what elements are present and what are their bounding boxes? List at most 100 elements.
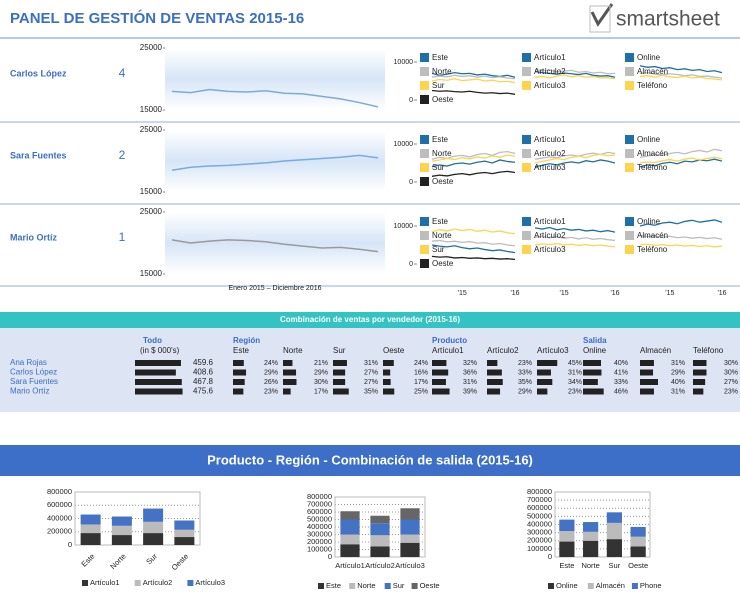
bar-segment <box>80 524 101 534</box>
legend-label: Artículo1 <box>534 53 566 62</box>
bar-segment <box>630 526 646 537</box>
cell-bar <box>333 379 346 385</box>
legend-swatch <box>587 583 594 589</box>
cell-bar <box>333 360 347 366</box>
legend-swatch <box>625 245 634 254</box>
cell-bar <box>487 379 503 385</box>
x-tick-label: Norte <box>581 561 599 570</box>
mini-line <box>431 170 516 177</box>
cell-value: 27% <box>364 379 378 386</box>
plot-frame <box>74 491 201 546</box>
seller-name: Mario Ortíz <box>10 232 58 242</box>
legend-label: Online <box>637 135 661 144</box>
cell-bar <box>432 388 450 395</box>
legend-label: Este <box>432 217 449 226</box>
cell-value: 31% <box>364 360 378 367</box>
cell-value: 33% <box>614 379 628 386</box>
cell-bar <box>583 388 604 395</box>
legend-swatch <box>411 583 418 589</box>
legend-label: Oeste <box>432 95 454 104</box>
mini-line <box>639 74 723 81</box>
mini-line <box>534 70 616 78</box>
legend-label: Norte <box>357 581 375 590</box>
bar-segment <box>370 546 390 557</box>
x-tick-label: Norte <box>108 552 127 571</box>
bar-segment <box>400 542 420 557</box>
bar-segment <box>340 511 360 520</box>
legend-label: Sur <box>432 245 445 254</box>
cell-bar <box>283 369 297 376</box>
cell-value: 17% <box>414 379 428 386</box>
total-value: 475.6 <box>193 387 214 396</box>
cell-bar <box>640 360 654 366</box>
legend-label: Sur <box>432 163 445 172</box>
y-tick-label: 0 <box>548 552 552 561</box>
mini-line <box>431 239 516 247</box>
cell-bar <box>693 369 707 376</box>
legend-swatch <box>548 583 554 589</box>
bottom-banner <box>0 445 740 476</box>
cell-value: 35% <box>518 379 532 386</box>
mini-x-tick-label: '15 <box>458 290 467 297</box>
legend-label: Artículo1 <box>90 578 120 587</box>
x-tick-label: Sur <box>609 561 621 570</box>
legend-label: Este <box>432 53 449 62</box>
cell-value: 23% <box>518 360 532 367</box>
y-tick-label: 600000 <box>47 500 72 509</box>
legend-swatch <box>522 231 531 240</box>
cell-bar <box>693 388 704 395</box>
cell-value: 29% <box>518 388 532 395</box>
legend-swatch <box>349 583 356 589</box>
cell-value: 27% <box>364 369 378 376</box>
mini-line <box>639 219 723 227</box>
mini-line <box>534 242 616 248</box>
cell-value: 17% <box>314 388 328 395</box>
bottom-title: Producto - Región - Combinación de salid… <box>207 452 533 467</box>
mini-y-tick-label: 10000 <box>394 59 414 66</box>
bar-segment <box>583 540 599 557</box>
bar-segment <box>559 519 575 531</box>
mini-y-tick-label: 10000 <box>394 223 414 230</box>
logo-icon <box>590 3 614 27</box>
cell-bar <box>283 388 291 395</box>
bar-segment <box>400 519 420 535</box>
y-tick-label: 0 <box>328 552 332 561</box>
cell-value: 23% <box>264 388 278 395</box>
legend-swatch <box>625 67 634 76</box>
legend-label: Online <box>637 217 661 226</box>
legend-label: Norte <box>432 149 452 158</box>
y-tick-label: 600000 <box>307 507 332 516</box>
legend-label: Almacén <box>637 149 668 158</box>
mini-y-tick-label: 10000 <box>394 141 414 148</box>
mini-line <box>639 65 723 74</box>
cell-bar <box>487 360 498 366</box>
legend-label: Artículo2 <box>143 578 173 587</box>
cell-value: 16% <box>414 369 428 376</box>
row-name: Ana Rojas <box>10 358 47 367</box>
legend-swatch <box>522 135 531 144</box>
mini-line <box>639 148 723 158</box>
legend-swatch <box>522 217 531 226</box>
mini-line <box>431 78 516 84</box>
cell-bar <box>583 369 602 376</box>
legend-swatch <box>420 259 429 268</box>
total-bar <box>135 369 176 376</box>
legend-swatch <box>420 177 429 186</box>
group-title: Salida <box>583 336 607 345</box>
y-tick-label: 800000 <box>307 492 332 501</box>
logo-frame <box>589 5 611 33</box>
y-tick-label: 0 <box>68 540 72 549</box>
total-bar <box>135 360 181 366</box>
bar-segment <box>174 529 195 538</box>
bar-segment <box>340 534 360 545</box>
mini-line <box>639 158 723 168</box>
cell-value: 45% <box>568 360 582 367</box>
cell-value: 25% <box>414 388 428 395</box>
cell-bar <box>383 360 394 366</box>
cell-value: 29% <box>671 369 685 376</box>
cell-value: 34% <box>568 379 582 386</box>
column-title: Artículo1 <box>432 346 464 355</box>
cell-bar <box>583 360 601 366</box>
mini-line <box>534 153 616 164</box>
mini-line <box>639 156 723 164</box>
